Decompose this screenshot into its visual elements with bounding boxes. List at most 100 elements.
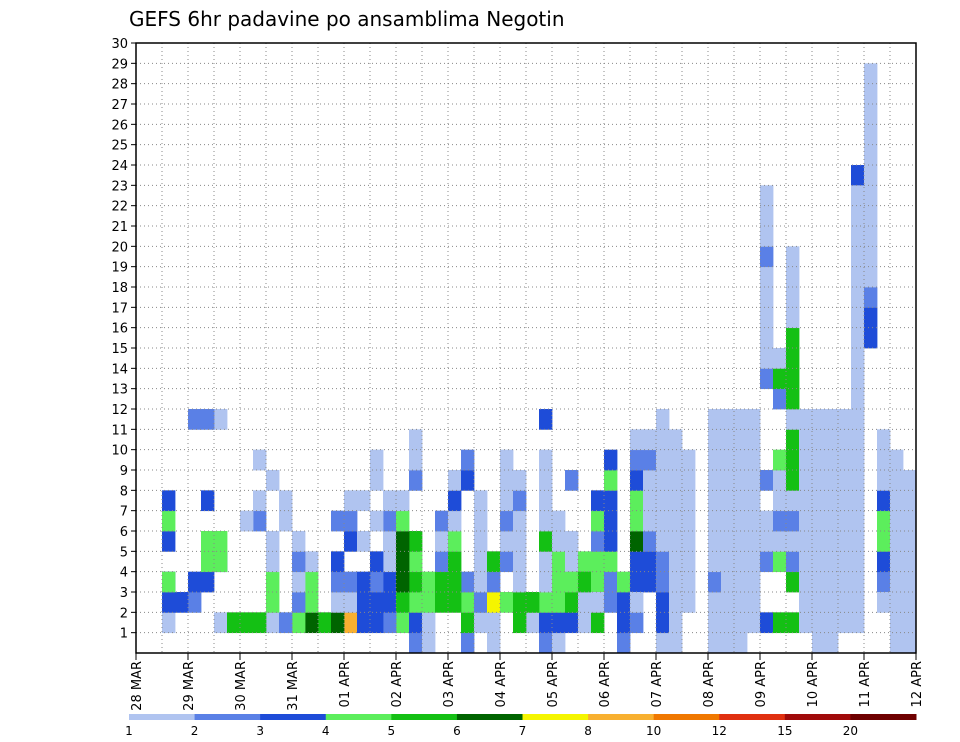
heatmap-cell xyxy=(357,490,371,512)
heatmap-cell xyxy=(669,571,683,593)
heatmap-cell xyxy=(851,571,865,593)
heatmap-cell xyxy=(409,592,423,613)
colorbar-label: 4 xyxy=(322,724,330,738)
heatmap-cell xyxy=(643,571,657,593)
heatmap-cell xyxy=(864,104,878,125)
heatmap-cell xyxy=(630,510,644,532)
heatmap-cell xyxy=(656,429,670,451)
heatmap-cell xyxy=(604,531,618,552)
heatmap-cell xyxy=(344,510,358,532)
heatmap-cell xyxy=(422,571,436,593)
heatmap-cell xyxy=(578,551,592,573)
heatmap-cell xyxy=(903,612,917,634)
heatmap-cell xyxy=(565,612,579,634)
heatmap-cell xyxy=(838,490,852,512)
heatmap-cell xyxy=(838,510,852,532)
heatmap-cell xyxy=(747,510,761,532)
colorbar-swatch xyxy=(391,714,458,720)
heatmap-cell xyxy=(552,510,566,532)
heatmap-cell xyxy=(786,266,800,288)
heatmap-cell xyxy=(643,551,657,573)
y-tick-label: 26 xyxy=(111,118,128,133)
heatmap-cell xyxy=(656,551,670,573)
heatmap-cell xyxy=(812,449,826,471)
heatmap-cell xyxy=(617,571,631,593)
heatmap-cell xyxy=(409,531,423,552)
heatmap-cell xyxy=(851,612,865,634)
heatmap-cell xyxy=(656,449,670,471)
heatmap-cell xyxy=(162,592,176,613)
heatmap-cell xyxy=(747,490,761,512)
heatmap-cell xyxy=(851,266,865,288)
heatmap-cell xyxy=(721,429,735,451)
heatmap-cell xyxy=(773,490,787,512)
x-tick-label: 06 APR xyxy=(598,661,613,707)
y-tick-label: 18 xyxy=(111,281,128,296)
heatmap-cell xyxy=(669,510,683,532)
heatmap-cell xyxy=(721,632,735,654)
y-tick-label: 30 xyxy=(111,37,128,52)
heatmap-cell xyxy=(708,612,722,634)
color-scale-bar: 1 2 3 4 5 6 7 8 10 12 15 20 xyxy=(125,714,917,738)
heatmap-cell xyxy=(747,551,761,573)
heatmap-cell xyxy=(669,632,683,654)
heatmap-cell xyxy=(513,510,527,532)
heatmap-cell xyxy=(487,592,501,613)
heatmap-cell xyxy=(513,551,527,573)
heatmap-cell xyxy=(838,429,852,451)
heatmap-cell xyxy=(825,510,839,532)
heatmap-cell xyxy=(370,592,384,613)
heatmap-cell xyxy=(630,612,644,634)
heatmap-cell xyxy=(890,449,904,471)
y-tick-label: 7 xyxy=(120,505,128,520)
heatmap-cell xyxy=(838,592,852,613)
x-tick-label: 31 MAR xyxy=(286,661,301,711)
heatmap-cell xyxy=(331,510,345,532)
heatmap-cell xyxy=(656,632,670,654)
heatmap-cell xyxy=(409,470,423,491)
heatmap-cell xyxy=(877,531,891,552)
heatmap-cell xyxy=(591,490,605,512)
heatmap-cell xyxy=(708,551,722,573)
heatmap-cell xyxy=(734,632,748,654)
x-tick-label: 01 APR xyxy=(338,661,353,707)
heatmap-cell xyxy=(188,571,202,593)
heatmap-cell xyxy=(747,592,761,613)
heatmap-cell xyxy=(760,185,774,207)
heatmap-cell xyxy=(890,592,904,613)
heatmap-cell xyxy=(422,592,436,613)
heatmap-cell xyxy=(656,592,670,613)
y-tick-label: 20 xyxy=(111,240,128,255)
heatmap-cell xyxy=(539,612,553,634)
heatmap-cell xyxy=(669,531,683,552)
heatmap-cell xyxy=(474,551,488,573)
heatmap-cell xyxy=(565,531,579,552)
heatmap-cell xyxy=(448,592,462,613)
x-tick-label: 09 APR xyxy=(754,661,769,707)
heatmap-cell xyxy=(331,592,345,613)
heatmap-cell xyxy=(669,490,683,512)
heatmap-cell xyxy=(721,531,735,552)
heatmap-cell xyxy=(656,531,670,552)
colorbar-swatch xyxy=(588,714,655,720)
heatmap-cell xyxy=(734,571,748,593)
heatmap-cell xyxy=(799,571,813,593)
heatmap-cell xyxy=(474,612,488,634)
heatmap-cell xyxy=(799,592,813,613)
heatmap-cell xyxy=(474,592,488,613)
heatmap-cell xyxy=(877,571,891,593)
colorbar-label: 1 xyxy=(125,724,133,738)
heatmap-cell xyxy=(370,510,384,532)
heatmap-cell xyxy=(591,571,605,593)
y-tick-label: 19 xyxy=(111,261,128,276)
heatmap-cell xyxy=(487,612,501,634)
heatmap-cell xyxy=(903,490,917,512)
heatmap-cell xyxy=(786,409,800,430)
heatmap-cell xyxy=(370,612,384,634)
y-tick-label: 17 xyxy=(111,301,128,316)
y-tick-label: 27 xyxy=(111,98,128,113)
heatmap-cell xyxy=(565,470,579,491)
heatmap-cell xyxy=(864,205,878,227)
heatmap-cell xyxy=(318,612,332,634)
heatmap-cell xyxy=(461,592,475,613)
